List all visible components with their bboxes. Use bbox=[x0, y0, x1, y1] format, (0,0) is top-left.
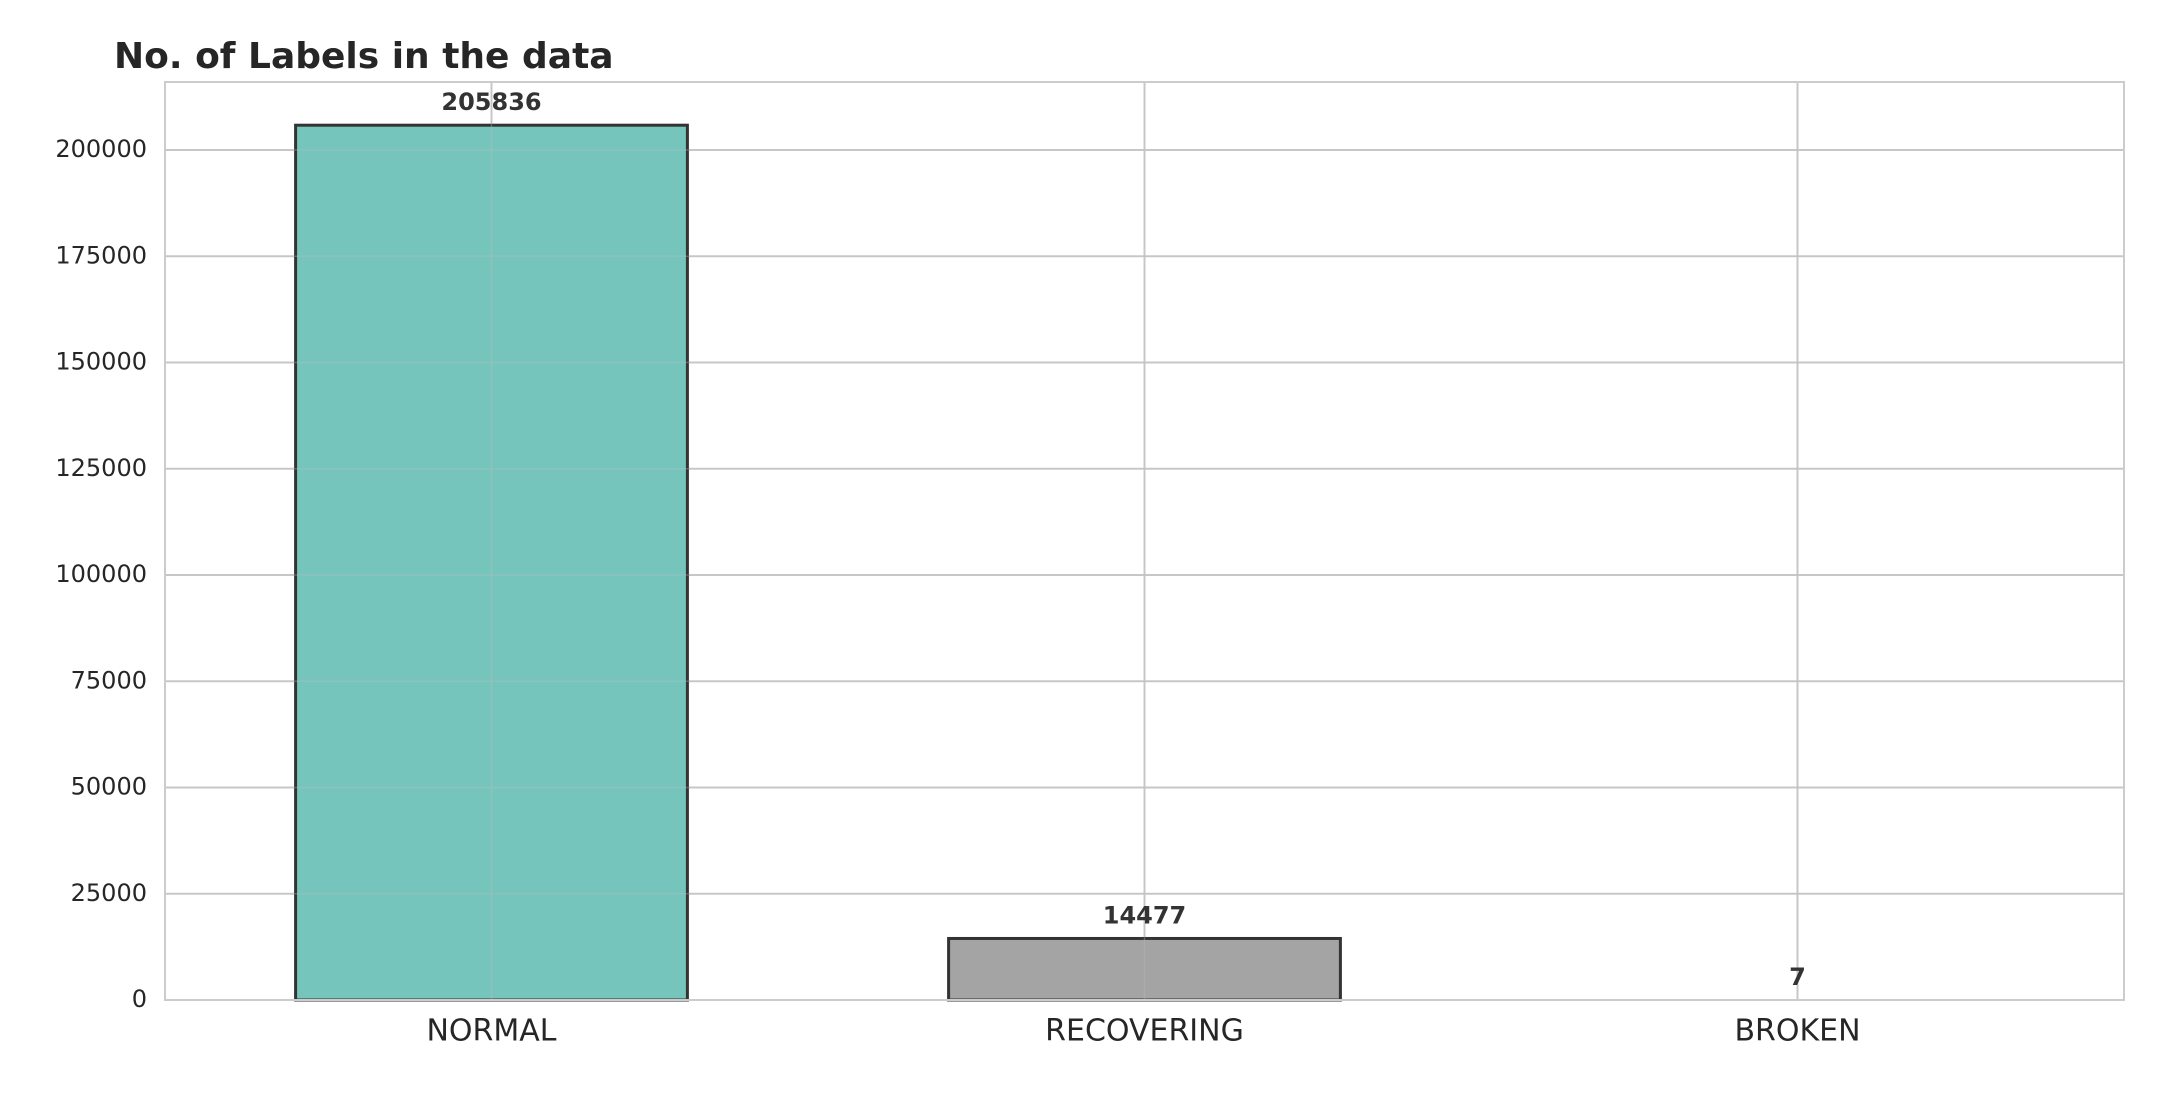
bar-normal bbox=[294, 123, 689, 1002]
bar-value-label: 14477 bbox=[1103, 901, 1187, 929]
y-tick-label: 0 bbox=[132, 985, 147, 1013]
bar-value-label: 7 bbox=[1789, 963, 1806, 991]
y-tick-label: 25000 bbox=[71, 879, 147, 907]
chart-title: No. of Labels in the data bbox=[114, 36, 614, 77]
x-tick-label: RECOVERING bbox=[1045, 1014, 1244, 1049]
plot-frame bbox=[164, 81, 2125, 1001]
y-tick-label: 125000 bbox=[55, 454, 147, 482]
y-tick-label: 75000 bbox=[71, 666, 147, 694]
y-tick-label: 200000 bbox=[55, 135, 147, 163]
bar-recovering bbox=[947, 936, 1342, 1002]
x-axis-ticks: NORMAL RECOVERING BROKEN bbox=[426, 1014, 1860, 1049]
y-tick-label: 150000 bbox=[55, 348, 147, 376]
bars bbox=[165, 82, 2124, 1002]
y-tick-label: 50000 bbox=[71, 773, 147, 801]
x-tick-label: BROKEN bbox=[1734, 1014, 1860, 1049]
bar-value-labels: 205836 14477 7 bbox=[441, 88, 1805, 991]
y-axis-ticks: 0 25000 50000 75000 100000 125000 150000 175000… bbox=[55, 135, 147, 1013]
y-tick-label: 175000 bbox=[55, 241, 147, 269]
y-tick-label: 100000 bbox=[55, 560, 147, 588]
bar-value-label: 205836 bbox=[441, 88, 541, 116]
x-tick-label: NORMAL bbox=[426, 1014, 556, 1049]
